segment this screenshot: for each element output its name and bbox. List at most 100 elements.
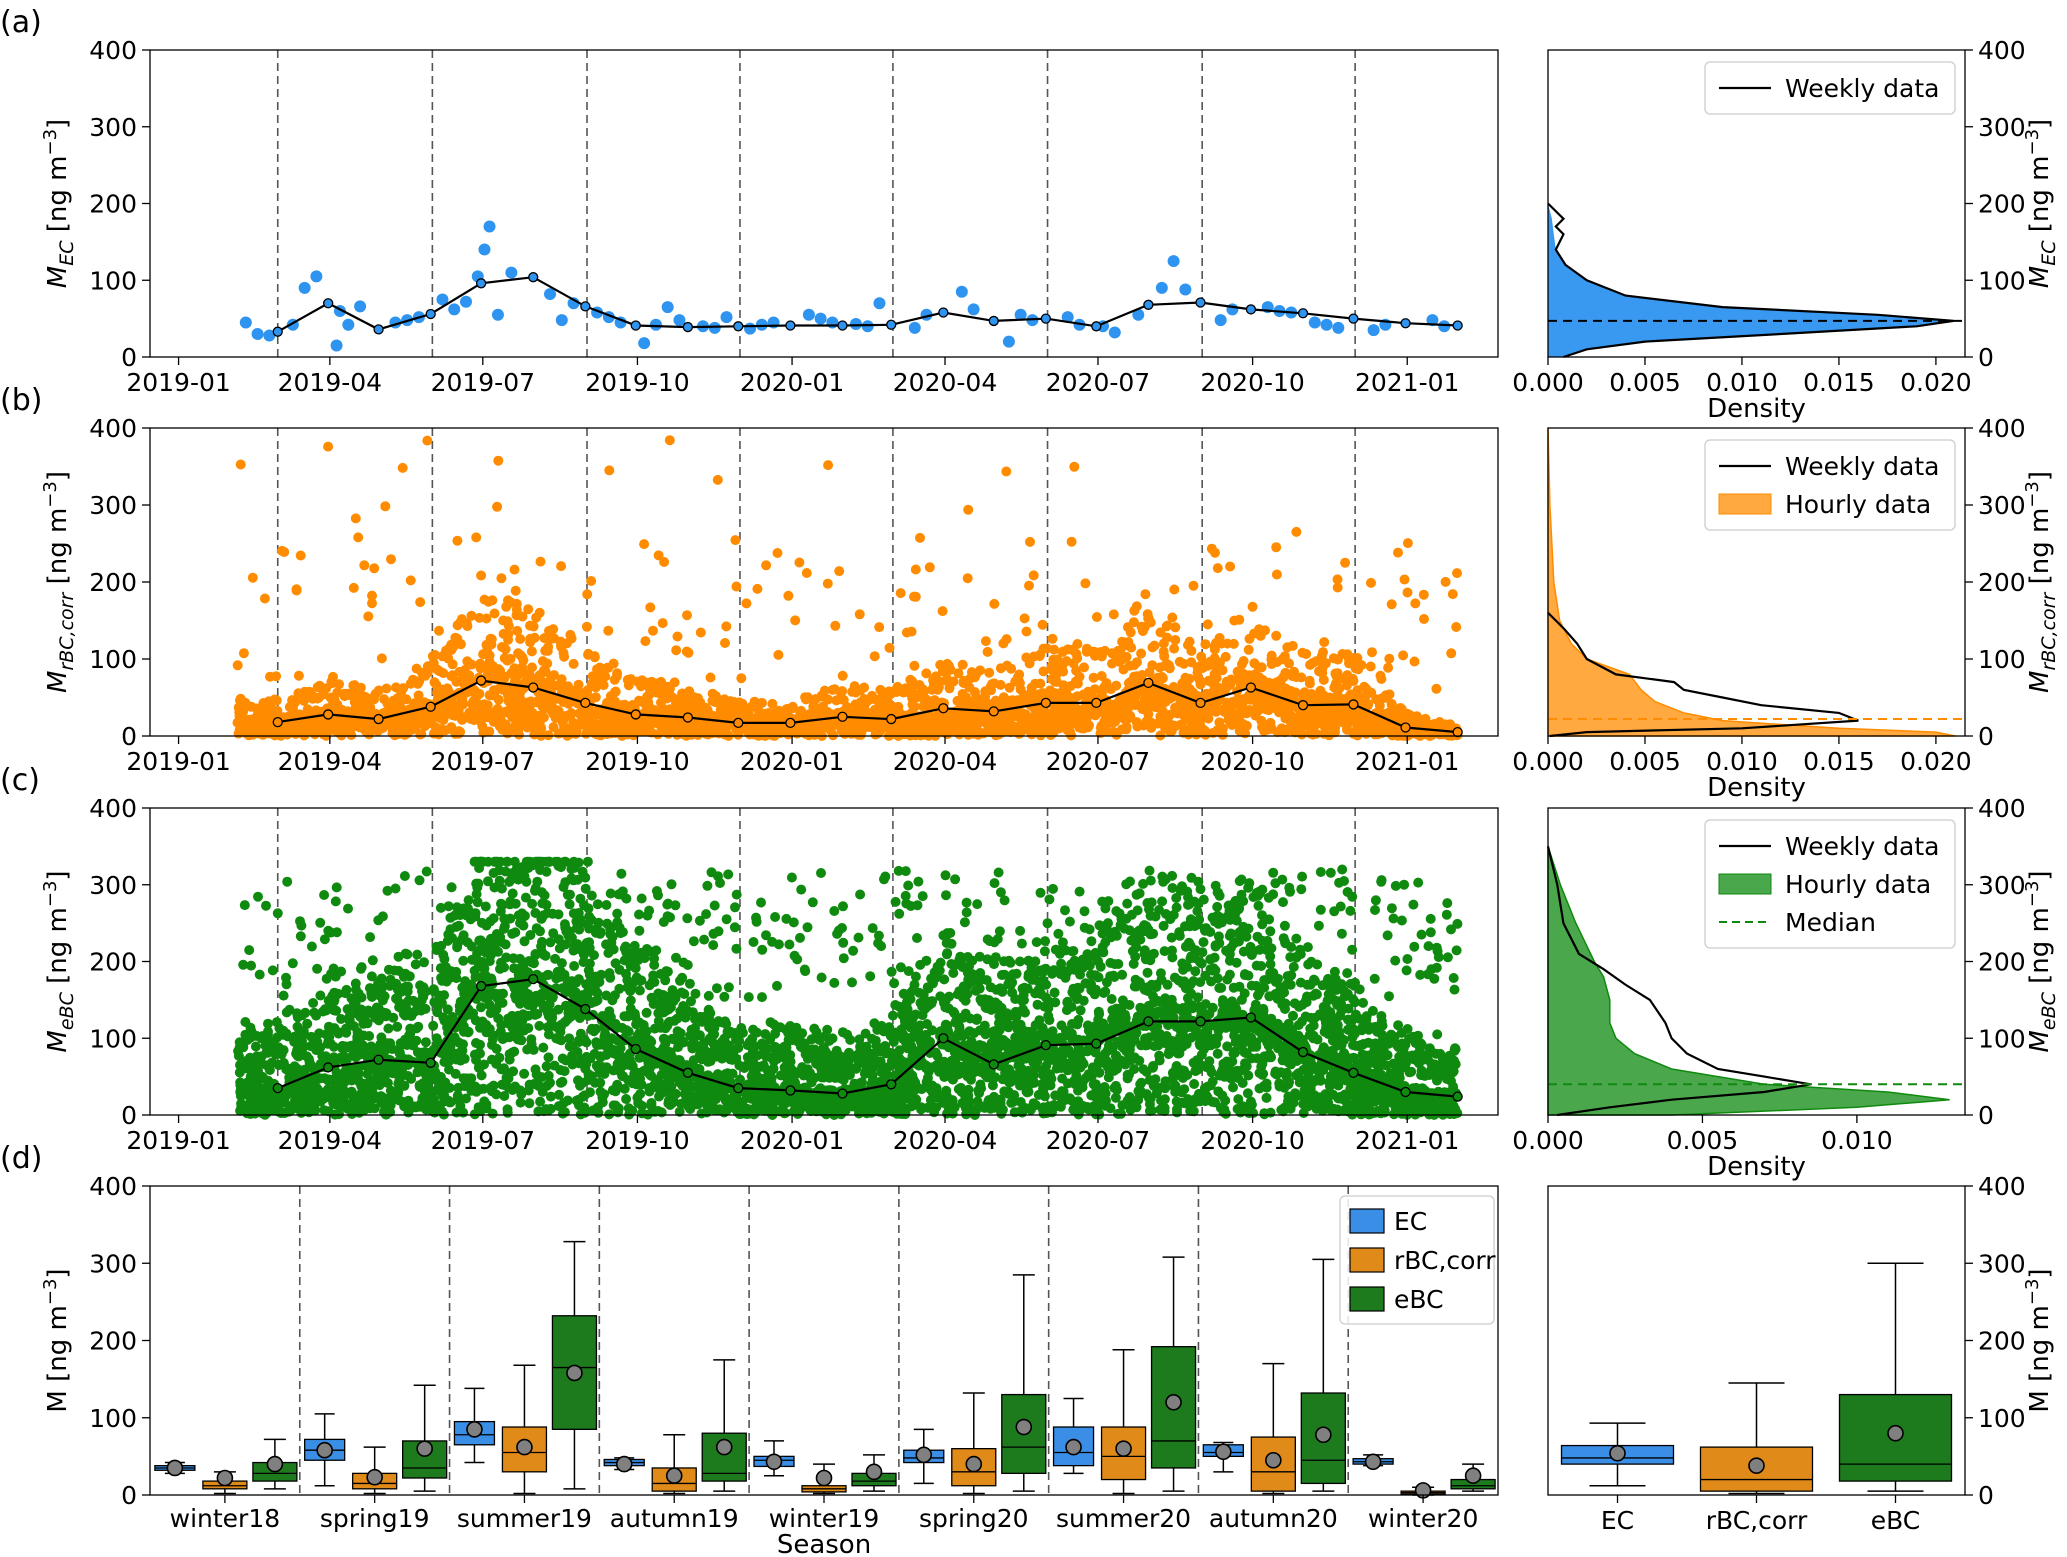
hourly-point: [1280, 713, 1291, 724]
weekly-marker: [1348, 699, 1359, 710]
hourly-point: [312, 693, 323, 704]
hourly-point: [1152, 672, 1163, 683]
hourly-point: [1071, 648, 1082, 659]
hourly-point: [1122, 622, 1133, 633]
hourly-point: [656, 697, 666, 708]
hourly-point: [381, 683, 392, 694]
hourly-point: [963, 504, 974, 515]
hourly-point: [343, 689, 354, 699]
hourly-point: [1301, 649, 1312, 659]
hourly-point: [874, 622, 885, 633]
hourly-point: [649, 717, 660, 728]
hourly-point: [1257, 675, 1268, 685]
hourly-point: [671, 645, 682, 656]
hourly-point: [971, 668, 982, 679]
hourly-point: [1399, 574, 1410, 585]
hourly-point: [695, 627, 706, 638]
hourly-point: [901, 627, 912, 638]
hourly-point: [1288, 669, 1299, 680]
hourly-point: [819, 685, 830, 696]
hourly-point: [1170, 635, 1181, 645]
hourly-point: [1162, 632, 1172, 643]
hourly-point: [940, 870, 951, 881]
hourly-point: [512, 716, 523, 727]
panel-a-density-area: [1548, 203, 1954, 357]
hourly-point: [770, 912, 781, 922]
hourly-point: [1034, 651, 1045, 662]
weekly-marker: [938, 307, 949, 318]
ec-sample-point: [1061, 311, 1074, 324]
hourly-point: [319, 890, 330, 900]
weekly-marker: [1452, 727, 1463, 738]
hourly-point: [903, 728, 914, 739]
hourly-point: [645, 602, 656, 613]
hourly-point: [395, 702, 406, 713]
hourly-point: [1052, 700, 1063, 711]
weekly-marker: [1348, 313, 1359, 324]
hourly-point: [496, 573, 507, 584]
hourly-point: [1084, 689, 1095, 700]
hourly-point: [663, 690, 674, 700]
hourly-point: [485, 633, 496, 644]
hourly-point: [648, 625, 658, 636]
hourly-point: [1209, 653, 1220, 664]
hourly-point: [938, 721, 949, 732]
hourly-point: [801, 568, 812, 578]
hourly-point: [312, 682, 323, 693]
hourly-point: [408, 723, 419, 734]
hourly-point: [271, 671, 282, 682]
hourly-point: [632, 718, 643, 729]
hourly-point: [594, 662, 605, 673]
hourly-point: [1314, 707, 1325, 718]
hourly-point: [1325, 867, 1336, 878]
hourly-point: [595, 1077, 606, 1088]
hourly-point: [1145, 617, 1156, 628]
hourly-point: [1282, 642, 1293, 653]
hourly-point: [666, 879, 677, 890]
ec-sample-point: [673, 314, 686, 327]
hourly-point: [240, 697, 251, 708]
hourly-point: [1136, 621, 1147, 632]
hourly-point: [1161, 621, 1172, 632]
weekly-marker: [1452, 320, 1463, 331]
hourly-point: [745, 724, 756, 735]
hourly-point: [649, 681, 659, 692]
hourly-point: [1402, 538, 1413, 549]
hourly-point: [823, 460, 834, 471]
hourly-point: [712, 474, 723, 485]
hourly-point: [1446, 648, 1457, 659]
weekly-marker: [1245, 682, 1257, 693]
hourly-point: [494, 721, 505, 732]
hourly-point: [1119, 714, 1130, 724]
hourly-point: [397, 462, 408, 473]
ec-sample-point: [1155, 281, 1168, 294]
hourly-point: [761, 560, 772, 571]
hourly-point: [284, 702, 295, 712]
hourly-point: [1265, 717, 1276, 728]
hourly-point: [237, 715, 248, 726]
hourly-point: [1149, 701, 1160, 711]
hourly-point: [1079, 662, 1089, 673]
weekly-marker: [528, 682, 539, 693]
hourly-point: [1271, 657, 1282, 668]
weekly-marker: [886, 713, 897, 725]
hourly-point: [556, 641, 567, 652]
hourly-point: [736, 673, 747, 684]
hourly-point: [1047, 633, 1058, 644]
hourly-point: [279, 547, 290, 557]
hourly-point: [830, 620, 841, 631]
hourly-point: [1223, 714, 1234, 725]
weekly-marker: [1040, 313, 1052, 324]
hourly-point: [471, 691, 482, 702]
hourly-point: [878, 687, 889, 698]
hourly-point: [1021, 626, 1032, 637]
hourly-point: [1021, 652, 1032, 663]
hourly-point: [616, 868, 627, 879]
hourly-point: [682, 610, 692, 621]
hourly-point: [1118, 664, 1129, 675]
weekly-marker: [1195, 697, 1206, 709]
hourly-point: [1158, 646, 1169, 657]
hourly-point: [1318, 690, 1329, 701]
weekly-marker: [988, 315, 999, 327]
